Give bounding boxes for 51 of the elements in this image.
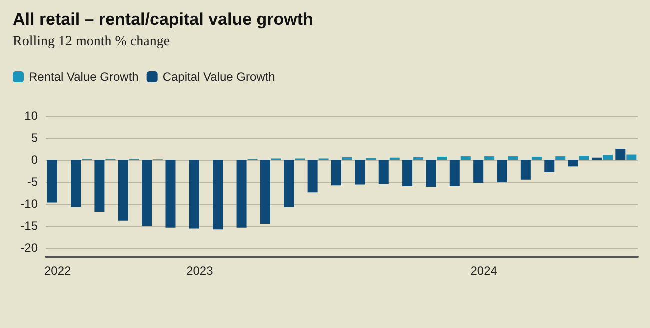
bar (568, 160, 578, 167)
bar (508, 156, 518, 160)
bar (474, 160, 484, 183)
bar (520, 160, 531, 180)
bar (414, 157, 424, 160)
y-tick-label: 10 (24, 109, 38, 123)
bar (189, 160, 200, 229)
bar (71, 160, 82, 208)
bar (556, 156, 566, 160)
bar (460, 156, 471, 160)
bar (355, 160, 366, 185)
bar (579, 156, 590, 160)
bar (342, 157, 352, 160)
chart-title: All retail – rental/capital value growth (13, 10, 314, 29)
bar (47, 160, 58, 203)
y-tick-label: 5 (31, 131, 38, 146)
bar (94, 160, 105, 212)
bar (437, 156, 448, 160)
bar (142, 160, 152, 226)
y-tick-label: 0 (31, 153, 38, 168)
bar (484, 156, 495, 160)
bar (284, 160, 294, 208)
bar (118, 160, 128, 221)
bar (497, 160, 508, 183)
legend-label: Capital Value Growth (162, 70, 276, 84)
x-tick-label: 2024 (470, 264, 498, 278)
bar (450, 160, 460, 186)
legend-label: Rental Value Growth (29, 70, 139, 84)
bar (426, 160, 436, 187)
bar (602, 155, 613, 160)
bar (236, 160, 247, 228)
y-tick-label: -15 (20, 219, 38, 234)
bar (260, 160, 270, 224)
bar (308, 160, 318, 193)
bar (592, 158, 602, 160)
y-tick-label: -10 (20, 197, 38, 212)
bar (390, 158, 400, 160)
y-tick-label: -20 (20, 241, 38, 256)
bar (402, 160, 413, 186)
bar (626, 154, 637, 160)
bar (532, 156, 542, 160)
y-tick-label: -5 (27, 175, 38, 190)
chart-subtitle: Rolling 12 month % change (13, 34, 170, 50)
x-tick-label: 2023 (186, 264, 214, 278)
bar (213, 160, 224, 230)
bar (544, 160, 555, 172)
bar (332, 160, 342, 186)
bar (166, 160, 176, 228)
bar (378, 160, 389, 184)
x-tick-label: 2022 (44, 264, 72, 278)
bar (616, 149, 626, 160)
